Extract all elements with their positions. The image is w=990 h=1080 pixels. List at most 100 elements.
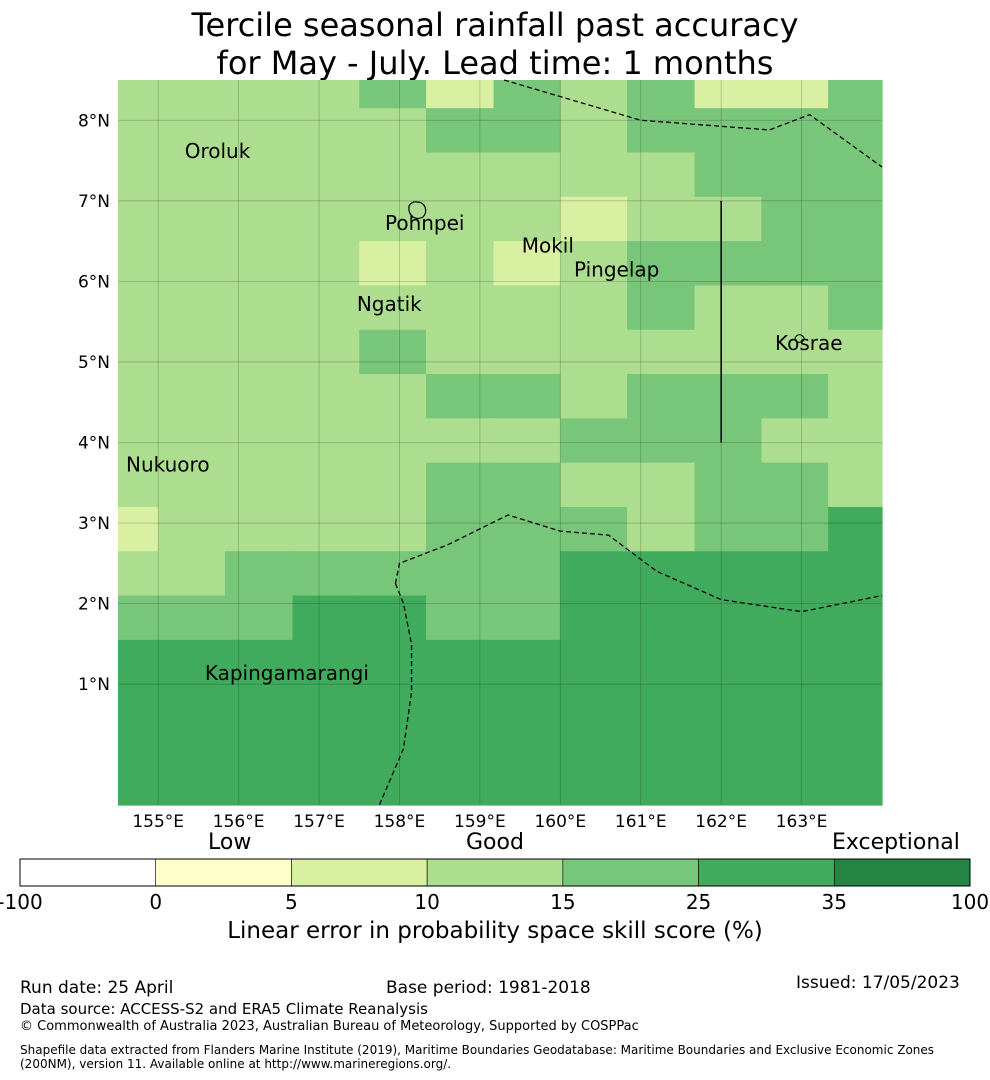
base-period: Base period: 1981-2018 (386, 978, 591, 998)
skill-cell (158, 285, 226, 331)
skill-cell (158, 108, 226, 154)
skill-cell (118, 285, 159, 331)
latitude-tick-label: 1°N (78, 675, 110, 695)
latitude-tick-label: 2°N (78, 595, 110, 615)
longitude-tick-label: 160°E (534, 812, 586, 832)
skill-cell (627, 418, 696, 464)
island-label: Pohnpei (385, 211, 465, 235)
skill-cell (493, 551, 561, 597)
skill-cell (560, 329, 628, 375)
skill-cell (694, 108, 762, 154)
copyright-notice: © Commonwealth of Australia 2023, Austra… (20, 1019, 639, 1034)
colorbar-tick-label: 5 (285, 890, 298, 914)
skill-cell (828, 418, 883, 464)
skill-cell (828, 241, 883, 287)
skill-cell (224, 241, 294, 287)
colorbar-tick-label: 15 (550, 890, 576, 914)
skill-cell (118, 152, 159, 198)
skill-cell (224, 418, 294, 464)
skill-cell (493, 462, 561, 508)
skill-cell (158, 196, 226, 242)
skill-cell (359, 285, 427, 331)
skill-cell (560, 374, 628, 419)
skill-cell (761, 80, 829, 109)
shapefile-credit-line-1: Shapefile data extracted from Flanders M… (20, 1043, 935, 1057)
skill-cell (828, 80, 883, 109)
skill-cell (118, 241, 159, 287)
skill-cell (292, 241, 360, 287)
colorbar-category-good: Good (466, 830, 524, 855)
skill-cell (158, 418, 226, 464)
skill-cell (292, 506, 360, 552)
colorbar-tick-label: 25 (685, 890, 712, 914)
skill-cell (560, 241, 628, 287)
eez-boundary-line (378, 583, 413, 806)
skill-cell (359, 595, 427, 641)
skill-cell (694, 285, 762, 331)
skill-cell (292, 418, 360, 464)
skill-cell (694, 80, 762, 109)
skill-cell (292, 374, 360, 419)
skill-cell (224, 374, 294, 419)
eez-boundary-layer (378, 79, 883, 806)
skill-cell (560, 418, 628, 464)
skill-cell (426, 595, 495, 641)
colorbar-segment (833, 858, 971, 887)
skill-cell (118, 374, 159, 419)
skill-cell (426, 80, 495, 109)
eez-boundary-line (394, 514, 883, 613)
eez-boundary-line (503, 79, 883, 168)
skill-cell (118, 108, 159, 154)
skill-cell (359, 418, 427, 464)
skill-cell (118, 551, 159, 597)
skill-cell (694, 462, 762, 508)
latitude-tick-label: 5°N (78, 353, 110, 373)
skill-cell (118, 418, 159, 464)
skill-cell (118, 196, 159, 242)
skill-cell (359, 551, 427, 597)
island-label: Mokil (522, 233, 574, 257)
skill-cell (224, 595, 294, 641)
skill-cell (828, 595, 883, 641)
colorbar-tick-label: 10 (414, 890, 440, 914)
skill-cell (627, 462, 696, 508)
skill-cell (359, 152, 427, 198)
skill-cell (627, 196, 696, 242)
skill-cell (828, 196, 883, 242)
skill-cell (493, 152, 561, 198)
colorbar-tick-label: 100 (950, 890, 990, 914)
longitude-tick-label: 162°E (695, 812, 747, 832)
skill-cell (426, 462, 495, 508)
skill-cell (761, 285, 829, 331)
latitude-tick-label: 7°N (78, 192, 110, 212)
skill-cell (158, 595, 226, 641)
data-source: Data source: ACCESS-S2 and ERA5 Climate … (20, 1000, 428, 1018)
colorbar-tick-label: 0 (149, 890, 163, 914)
skill-cell (292, 80, 360, 109)
skill-cell (694, 152, 762, 198)
skill-cell (224, 285, 294, 331)
skill-cell (493, 639, 561, 806)
skill-cell (224, 152, 294, 198)
skill-cell (761, 595, 829, 641)
skill-cell (627, 80, 696, 109)
skill-cell (560, 108, 628, 154)
skill-cell (493, 595, 561, 641)
skill-cell (426, 108, 495, 154)
skill-cell (118, 506, 159, 552)
axis-layer: 155°E 156°E 157°E 158°E 159°E 160°E 161°E 162°E… (78, 111, 827, 832)
skill-cell (560, 285, 628, 331)
skill-cell (224, 462, 294, 508)
skill-cell (694, 196, 762, 242)
colorbar-layer (19, 858, 971, 887)
skill-cell (493, 329, 561, 375)
skill-cell (627, 374, 696, 419)
island-label: Ngatik (357, 292, 422, 316)
graticule-layer (118, 80, 882, 805)
skill-cell (426, 152, 495, 198)
skill-cell (694, 418, 762, 464)
pohnpei-outline (408, 201, 427, 220)
skill-cell (694, 241, 762, 287)
skill-cell (292, 329, 360, 375)
